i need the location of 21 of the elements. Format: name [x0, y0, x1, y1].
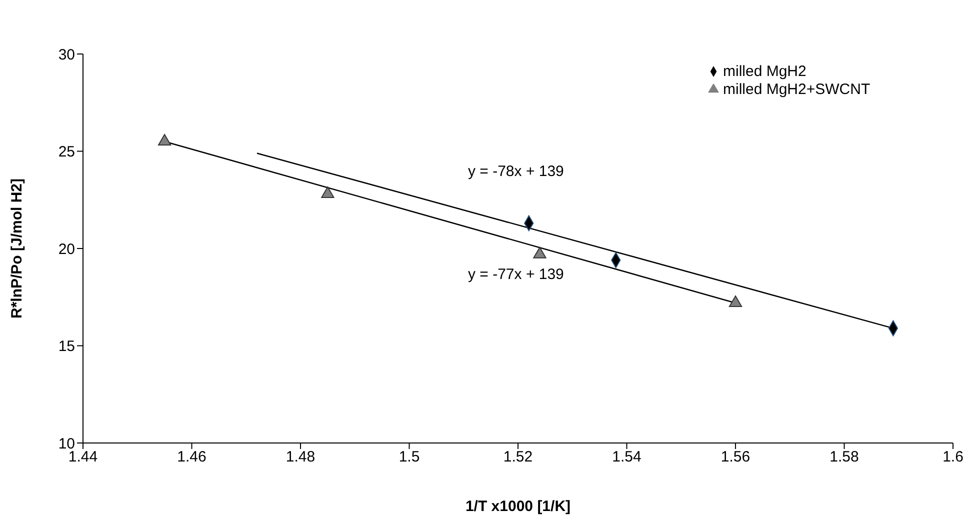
- annotation: y = -78x + 139: [468, 163, 564, 180]
- x-tick-label: 1.54: [612, 448, 642, 466]
- x-axis-title: 1/T x1000 [1/K]: [465, 498, 571, 515]
- y-tick-label: 25: [58, 144, 75, 161]
- y-axis-title: R*lnP/Po [J/mol H2]: [8, 178, 26, 319]
- point: [321, 186, 334, 198]
- y-tick-label: 15: [58, 338, 75, 356]
- point: [158, 134, 172, 146]
- point: [533, 246, 546, 258]
- y-tick-label: 30: [58, 46, 75, 64]
- x-tick-label: 1.6: [942, 448, 964, 466]
- y-tick-label: 20: [58, 240, 75, 258]
- legend-label: milled MgH2: [723, 63, 806, 80]
- x-tick-label: 1.5: [398, 448, 420, 466]
- x-tick-label: 1.52: [503, 448, 533, 466]
- x-tick-label: 1.56: [720, 448, 750, 466]
- x-tick-label: 1.58: [830, 448, 859, 466]
- annotation: y = -77x + 139: [468, 266, 564, 283]
- x-tick-label: 1.48: [286, 448, 316, 466]
- x-tick-label: 1.46: [177, 448, 206, 466]
- legend-label: milled MgH2+SWCNT: [723, 81, 870, 98]
